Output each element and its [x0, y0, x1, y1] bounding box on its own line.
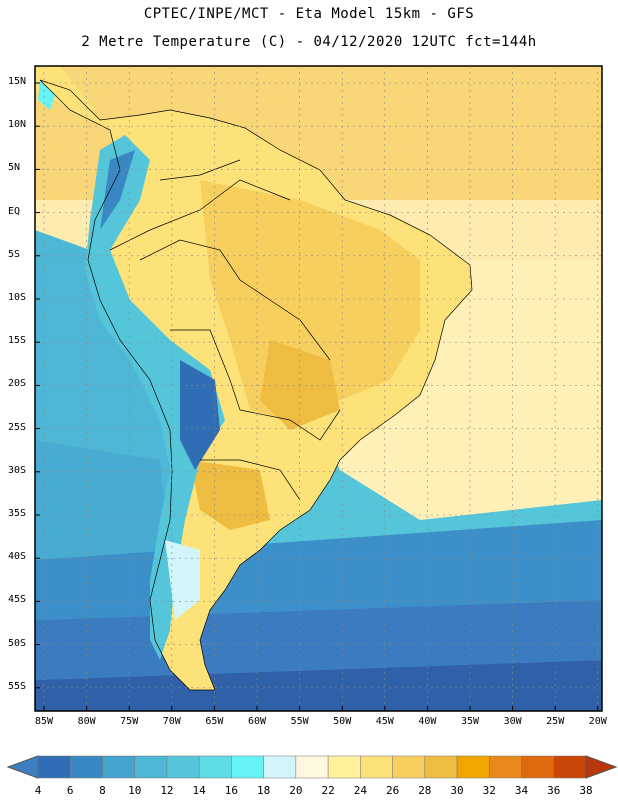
- lon-label-9: 40W: [418, 716, 437, 727]
- map-title: CPTEC/INPE/MCT - Eta Model 15km - GFS: [143, 6, 475, 22]
- lon-label-8: 45W: [375, 716, 394, 727]
- lon-label-11: 30W: [503, 716, 522, 727]
- chaco-hot: [190, 460, 270, 530]
- interior-warm: [200, 180, 420, 420]
- lat-label-3: EQ: [8, 205, 21, 217]
- lat-label-8: 25S: [8, 421, 27, 433]
- colorbar-segment: [424, 755, 458, 779]
- lat-label-13: 50S: [8, 637, 27, 649]
- colorbar-segment: [392, 755, 426, 779]
- lon-label-1: 80W: [77, 716, 96, 727]
- colorbar-label-0: 4: [34, 784, 42, 797]
- colorbar: [6, 755, 618, 779]
- lat-label-5: 10S: [8, 292, 27, 303]
- lon-label-0: 85W: [34, 716, 54, 727]
- colorbar-label-3: 10: [128, 784, 142, 797]
- colorbar-segment: [134, 755, 168, 779]
- lat-label-7: 20S: [8, 378, 27, 390]
- colorbar-label-14: 32: [482, 784, 496, 797]
- colorbar-label-13: 30: [450, 784, 464, 797]
- central-america-highlands: [38, 80, 55, 110]
- colorbar-segment: [521, 755, 555, 779]
- lon-label-6: 55W: [290, 716, 309, 727]
- colorbar-segment: [489, 755, 522, 779]
- lat-label-10: 35S: [8, 508, 27, 519]
- colorbar-segment: [553, 755, 587, 779]
- colorbar-label-4: 12: [160, 784, 174, 797]
- northern-andes-cold: [100, 150, 135, 230]
- map-subtitle: 2 Metre Temperature (C) - 04/12/2020 12U…: [81, 34, 537, 50]
- country-borders: [39, 79, 473, 691]
- lat-label-11: 40S: [8, 551, 27, 563]
- colorbar-label-6: 16: [224, 784, 239, 797]
- lat-label-6: 15S: [8, 335, 27, 347]
- southern-band-3: [35, 660, 602, 711]
- lat-label-12: 45S: [8, 594, 27, 606]
- lon-label-5: 60W: [247, 716, 267, 727]
- lon-label-3: 70W: [162, 716, 181, 727]
- colorbar-segment: [327, 755, 361, 779]
- graticule: [35, 66, 602, 711]
- lat-label-1: 10N: [8, 119, 27, 131]
- central-america: [35, 66, 95, 115]
- altiplano-cold: [180, 360, 220, 470]
- colorbar-segment: [295, 755, 329, 779]
- pantanal-hot: [260, 340, 340, 430]
- colorbar-label-16: 36: [547, 784, 561, 797]
- colorbar-segment: [166, 755, 200, 779]
- colorbar-segment: [360, 755, 393, 779]
- lat-label-0: 15N: [8, 76, 27, 87]
- colorbar-label-17: 38: [579, 784, 593, 797]
- colorbar-label-1: 6: [66, 784, 74, 797]
- andes-cold: [85, 135, 225, 660]
- patagonia-mild: [165, 540, 200, 620]
- colorbar-arrow-high: [585, 755, 618, 779]
- map-frame: [34, 65, 603, 712]
- lat-label-2: 5N: [8, 162, 21, 174]
- colorbar-label-8: 20: [289, 784, 303, 797]
- lon-label-10: 35W: [460, 716, 480, 727]
- colorbar-segment: [37, 755, 71, 779]
- colorbar-arrow-low: [6, 755, 39, 779]
- lat-label-9: 30S: [8, 464, 27, 476]
- colorbar-label-11: 26: [385, 784, 400, 797]
- pacific-cooler: [35, 440, 170, 560]
- colorbar-label-10: 24: [353, 784, 367, 797]
- lon-label-7: 50W: [333, 716, 352, 727]
- colorbar-label-15: 34: [514, 784, 529, 797]
- lon-label-13: 20W: [588, 716, 607, 727]
- lat-label-14: 55S: [8, 680, 27, 692]
- colorbar-label-9: 22: [321, 784, 335, 797]
- lon-label-4: 65W: [205, 716, 224, 727]
- colorbar-segment: [69, 755, 103, 779]
- colorbar-segment: [456, 755, 490, 779]
- colorbar-segment: [231, 755, 264, 779]
- colorbar-label-7: 18: [257, 784, 271, 797]
- colorbar-label-5: 14: [192, 784, 206, 797]
- colorbar-segment: [263, 755, 297, 779]
- colorbar-segment: [198, 755, 232, 779]
- colorbar-label-12: 28: [418, 784, 432, 797]
- axis-ticks: [35, 82, 599, 711]
- lon-label-2: 75W: [120, 716, 139, 727]
- lat-label-4: 5S: [8, 248, 21, 260]
- lon-label-12: 25W: [546, 716, 565, 727]
- colorbar-label-2: 8: [99, 784, 106, 797]
- colorbar-segment: [102, 755, 135, 779]
